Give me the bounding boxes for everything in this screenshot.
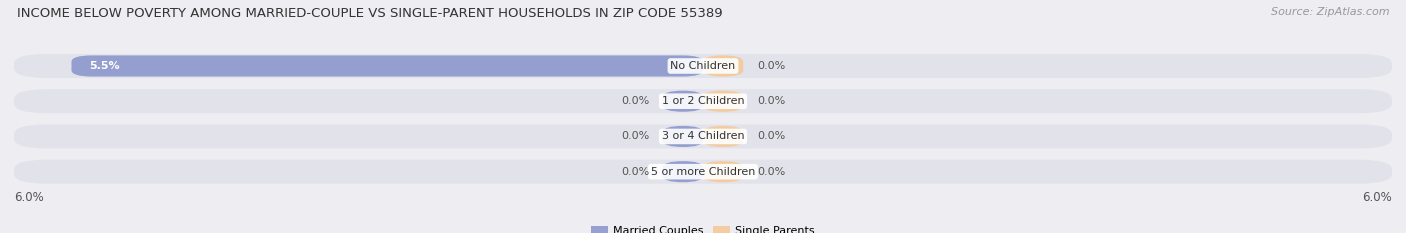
FancyBboxPatch shape: [703, 161, 744, 182]
Text: 5 or more Children: 5 or more Children: [651, 167, 755, 177]
FancyBboxPatch shape: [14, 54, 1392, 78]
Text: 0.0%: 0.0%: [756, 96, 785, 106]
FancyBboxPatch shape: [14, 124, 1392, 148]
Text: 0.0%: 0.0%: [756, 131, 785, 141]
Text: 0.0%: 0.0%: [621, 96, 650, 106]
Text: No Children: No Children: [671, 61, 735, 71]
FancyBboxPatch shape: [14, 160, 1392, 184]
Text: 6.0%: 6.0%: [14, 191, 44, 204]
Text: 0.0%: 0.0%: [756, 61, 785, 71]
Text: 0.0%: 0.0%: [621, 131, 650, 141]
FancyBboxPatch shape: [662, 126, 703, 147]
FancyBboxPatch shape: [72, 55, 703, 77]
FancyBboxPatch shape: [703, 91, 744, 112]
FancyBboxPatch shape: [14, 89, 1392, 113]
FancyBboxPatch shape: [703, 55, 744, 77]
Text: 5.5%: 5.5%: [89, 61, 120, 71]
Text: 0.0%: 0.0%: [621, 167, 650, 177]
FancyBboxPatch shape: [662, 161, 703, 182]
Text: 6.0%: 6.0%: [1362, 191, 1392, 204]
Text: Source: ZipAtlas.com: Source: ZipAtlas.com: [1271, 7, 1389, 17]
Text: 0.0%: 0.0%: [756, 167, 785, 177]
Legend: Married Couples, Single Parents: Married Couples, Single Parents: [586, 221, 820, 233]
Text: INCOME BELOW POVERTY AMONG MARRIED-COUPLE VS SINGLE-PARENT HOUSEHOLDS IN ZIP COD: INCOME BELOW POVERTY AMONG MARRIED-COUPL…: [17, 7, 723, 20]
FancyBboxPatch shape: [662, 91, 703, 112]
Text: 1 or 2 Children: 1 or 2 Children: [662, 96, 744, 106]
FancyBboxPatch shape: [703, 126, 744, 147]
Text: 3 or 4 Children: 3 or 4 Children: [662, 131, 744, 141]
